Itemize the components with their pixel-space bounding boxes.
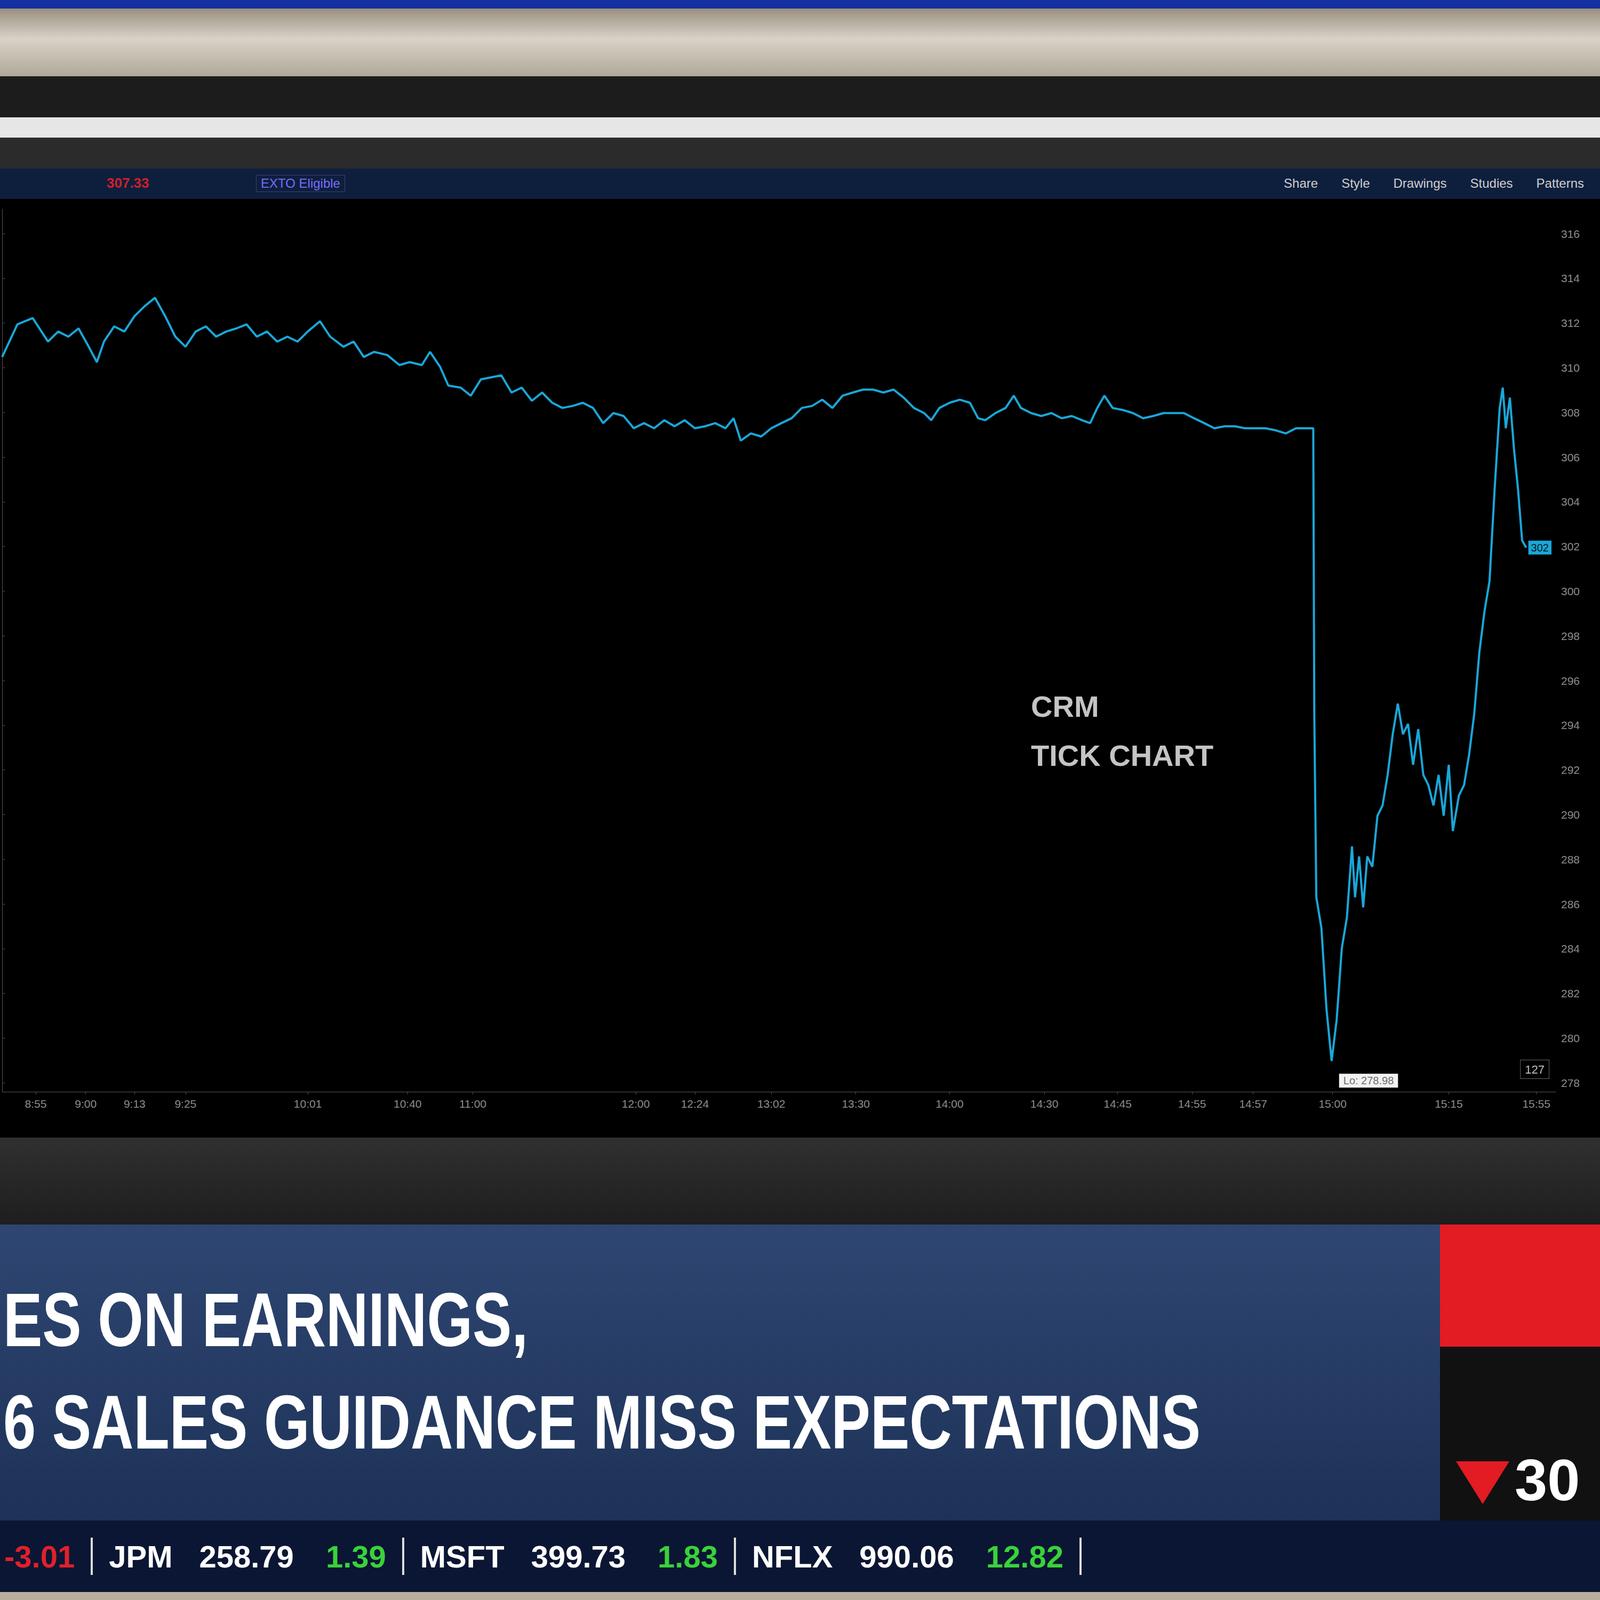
html-text:MSFT: MSFT: [420, 1538, 505, 1574]
html-text:30: 30: [1514, 1446, 1580, 1513]
svg-text:9:13: 9:13: [123, 1097, 146, 1110]
svg-text:14:57: 14:57: [1238, 1097, 1268, 1110]
html-text:1.39: 1.39: [325, 1538, 387, 1574]
html-text:990.06: 990.06: [859, 1538, 955, 1574]
svg-text:292: 292: [1561, 763, 1580, 776]
svg-text:300: 300: [1561, 585, 1580, 598]
html-text:Share: Share: [1283, 176, 1318, 191]
html-text:Studies: Studies: [1470, 176, 1513, 191]
html-text:399.73: 399.73: [530, 1538, 626, 1574]
html-text:JPM: JPM: [108, 1538, 173, 1574]
html-text:6 SALES GUIDANCE MISS EXPECTAT: 6 SALES GUIDANCE MISS EXPECTATIONS: [3, 1379, 1201, 1465]
svg-text:288: 288: [1561, 853, 1580, 866]
svg-text:282: 282: [1561, 987, 1580, 1000]
svg-text:127: 127: [1524, 1062, 1545, 1077]
svg-text:294: 294: [1561, 718, 1580, 732]
svg-text:306: 306: [1561, 451, 1580, 464]
svg-text:14:55: 14:55: [1178, 1097, 1207, 1110]
svg-text:15:15: 15:15: [1434, 1097, 1463, 1110]
html-text:NFLX: NFLX: [751, 1538, 833, 1574]
svg-text:308: 308: [1561, 406, 1580, 419]
svg-text:TICK CHART: TICK CHART: [1030, 738, 1214, 773]
svg-text:12:00: 12:00: [621, 1097, 651, 1110]
html-text:EXTO Eligible: EXTO Eligible: [260, 176, 341, 191]
svg-text:14:00: 14:00: [935, 1097, 964, 1110]
svg-text:298: 298: [1561, 629, 1580, 643]
svg-text:290: 290: [1561, 808, 1580, 821]
svg-text:302: 302: [1531, 541, 1549, 554]
html-text:258.79: 258.79: [199, 1538, 294, 1574]
svg-text:316: 316: [1561, 227, 1580, 240]
html-text:Drawings: Drawings: [1393, 176, 1447, 191]
svg-text:Lo: 278.98: Lo: 278.98: [1343, 1074, 1395, 1087]
svg-text:314: 314: [1561, 272, 1580, 285]
svg-text:8:55: 8:55: [25, 1097, 47, 1110]
html-text:Style: Style: [1341, 176, 1370, 191]
svg-text:9:25: 9:25: [174, 1097, 197, 1110]
html-text:-3.01: -3.01: [4, 1538, 75, 1574]
html-text:307.33: 307.33: [106, 174, 150, 191]
svg-text:14:45: 14:45: [1103, 1097, 1132, 1110]
svg-text:304: 304: [1561, 495, 1580, 508]
svg-text:14:30: 14:30: [1030, 1097, 1059, 1110]
svg-text:312: 312: [1561, 316, 1580, 330]
svg-text:280: 280: [1561, 1032, 1580, 1045]
html-text:12.82: 12.82: [986, 1538, 1064, 1574]
svg-text:302: 302: [1561, 540, 1580, 553]
svg-text:10:01: 10:01: [293, 1097, 323, 1110]
html-text:1.83: 1.83: [657, 1538, 718, 1574]
svg-text:11:00: 11:00: [459, 1097, 487, 1110]
svg-text:296: 296: [1561, 674, 1580, 687]
svg-text:13:02: 13:02: [757, 1097, 786, 1110]
svg-text:284: 284: [1561, 942, 1580, 955]
svg-text:13:30: 13:30: [841, 1097, 870, 1110]
svg-text:286: 286: [1561, 898, 1580, 911]
html-text:Patterns: Patterns: [1536, 176, 1584, 191]
svg-text:15:00: 15:00: [1318, 1097, 1347, 1110]
html-text:ES ON EARNINGS,: ES ON EARNINGS,: [3, 1277, 528, 1363]
svg-text:12:24: 12:24: [681, 1097, 710, 1110]
svg-text:10:40: 10:40: [393, 1097, 422, 1110]
svg-text:278: 278: [1561, 1076, 1580, 1090]
svg-text:310: 310: [1561, 361, 1580, 374]
svg-text:9:00: 9:00: [74, 1097, 97, 1110]
svg-text:15:55: 15:55: [1522, 1097, 1551, 1110]
svg-text:CRM: CRM: [1030, 689, 1100, 724]
